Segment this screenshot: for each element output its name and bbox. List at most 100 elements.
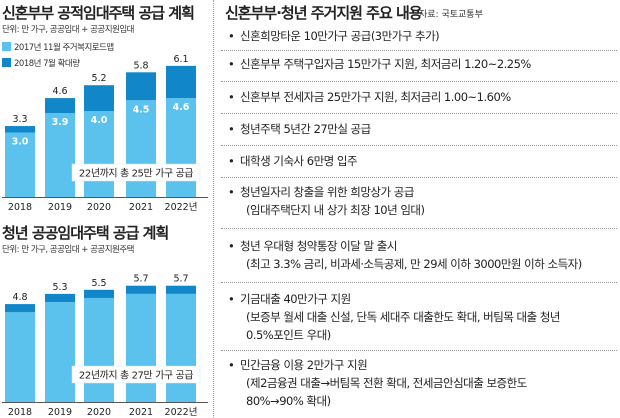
chart1-bar-top-0 — [5, 126, 35, 133]
chart1-legend-swatch-1 — [2, 42, 11, 51]
bullet-icon: • — [228, 292, 235, 306]
chart1-category-label-1: 2019 — [48, 202, 72, 213]
chart1-svg: 3.3 3.0 2018 4.6 3.9 2019 5.2 4.0 2020 5.8 4.5 2021… — [2, 54, 208, 213]
support-item-separator — [221, 282, 617, 283]
support-item-separator — [221, 50, 617, 51]
chart2-bar-top-2 — [84, 289, 114, 298]
chart1-category-label-0: 2018 — [8, 202, 32, 213]
chart1-category-label-3: 2021 — [129, 202, 153, 213]
chart1-bar-top-1 — [45, 98, 75, 114]
chart2-total-label-1: 5.3 — [52, 282, 67, 293]
chart2-total-label-0: 4.8 — [12, 292, 27, 303]
chart2-category-label-4: 2022년 — [165, 407, 198, 418]
chart1-unit-label: 단위: 만 가구, 공공임대 + 공공지원임대 — [2, 25, 135, 35]
support-item-1: • 신혼희망타운 10만가구 공급(3만가구 추가) — [226, 27, 614, 45]
chart1-bar-base-1 — [45, 113, 75, 197]
chart1-legend-label-2: 2018년 7월 확대량 — [14, 59, 80, 69]
chart2-category-label-2: 2020 — [87, 407, 111, 418]
support-item-detail-text: (최고 3.3% 금리, 비과세·소득공제, 만 29세 이하 3000만원 이… — [246, 257, 582, 271]
chart1-legend-swatch-2 — [2, 58, 11, 67]
chart1-inner-label-4: 4.6 — [173, 102, 190, 113]
bullet-icon: • — [228, 154, 235, 168]
chart2-bar-top-1 — [45, 293, 75, 303]
chart1-category-label-2: 2020 — [87, 202, 111, 213]
chart1-annotation-box — [71, 163, 201, 182]
chart2-svg: 4.8 2018 5.3 2019 5.5 2020 5.7 2021 5.7 2022년 22년까… — [2, 274, 208, 418]
chart1-total-label-4: 6.1 — [173, 54, 188, 65]
support-item-main-text: 청년 우대형 청약통장 이달 말 출시 — [240, 239, 397, 253]
support-item-detail-text: (보증부 월세 대출 신설, 단독 세대주 대출한도 확대, 버팀목 대출 청년 — [246, 310, 561, 324]
support-item-separator — [221, 228, 617, 229]
chart1-total-label-0: 3.3 — [12, 114, 27, 125]
support-item-separator — [221, 350, 617, 351]
support-item-5: • 대학생 기숙사 6만명 입주 — [226, 152, 614, 170]
support-item-main-text: 청년일자리 창출을 위한 희망상가 공급 — [240, 185, 414, 199]
chart2-total-label-4: 5.7 — [173, 274, 188, 285]
support-item-6: • 청년일자리 창출을 위한 희망상가 공급 (임대주택단지 내 상가 최장 10년… — [226, 183, 614, 219]
bullet-icon: • — [228, 185, 235, 199]
chart1-total-label-3: 5.8 — [133, 60, 148, 71]
chart2-total-label-3: 5.7 — [133, 274, 148, 285]
chart1-bar-top-3 — [126, 72, 156, 101]
support-item-8: • 기금대출 40만가구 지원 (보증부 월세 대출 신설, 단독 세대주 대출한도… — [226, 290, 614, 344]
support-item-detail-text: 80%→90% 확대) — [246, 394, 331, 408]
bullet-icon: • — [228, 57, 235, 71]
support-item-separator — [221, 177, 617, 178]
chart2-bar-base-1 — [45, 302, 75, 402]
chart2-bar-base-2 — [84, 297, 114, 402]
chart1-title: 신혼부부 공적임대주택 공급 계획 — [2, 4, 195, 22]
support-item-main-text: 민간금융 이용 2만가구 지원 — [240, 358, 368, 372]
chart2-annotation: 22년까지 총 27만 가구 공급 — [79, 370, 193, 382]
chart2-bar-base-0 — [5, 312, 35, 402]
support-item-separator — [221, 113, 617, 114]
chart1-bar-top-4 — [166, 65, 196, 99]
support-item-9: • 민간금융 이용 2만가구 지원 (제2금융권 대출→버팀목 전환 확대, 전세금… — [226, 356, 614, 410]
support-item-main-text: 신혼부부 전세자금 25만가구 지원, 최저금리 1.00~1.60% — [240, 90, 511, 104]
chart2-bar-base-3 — [126, 293, 156, 402]
support-item-7: • 청년 우대형 청약통장 이달 말 출시 (최고 3.3% 금리, 비과세·소득공… — [226, 237, 614, 273]
support-item-main-text: 대학생 기숙사 6만명 입주 — [240, 154, 358, 168]
chart2-title: 청년 공공임대주택 공급 계획 — [2, 224, 169, 242]
chart2-category-label-1: 2019 — [48, 407, 72, 418]
left-charts-column: 신혼부부 공적임대주택 공급 계획 단위: 만 가구, 공공임대 + 공공지원임… — [0, 0, 210, 418]
support-item-separator — [221, 81, 617, 82]
support-item-main-text: 신혼희망타운 10만가구 공급(3만가구 추가) — [240, 29, 440, 43]
column-divider — [213, 0, 214, 418]
bullet-icon: • — [228, 358, 235, 372]
chart1-bar-base-2 — [84, 111, 114, 197]
chart1-total-label-1: 4.6 — [52, 86, 67, 97]
chart1-inner-label-3: 4.5 — [133, 104, 150, 115]
support-item-main-text: 신혼부부 주택구입자금 15만가구 지원, 최저금리 1.20~2.25% — [240, 57, 531, 71]
bullet-icon: • — [228, 239, 235, 253]
chart2-category-label-3: 2021 — [129, 407, 153, 418]
bullet-icon: • — [228, 29, 235, 43]
chart1-category-label-4: 2022년 — [165, 202, 198, 213]
support-item-4: • 청년주택 5년간 27만실 공급 — [226, 120, 614, 138]
chart1-annotation: 22년까지 총 25만 가구 공급 — [79, 168, 193, 180]
bullet-icon: • — [228, 90, 235, 104]
chart2-annotation-box — [71, 365, 201, 384]
support-item-detail-text: (제2금융권 대출→버팀목 전환 확대, 전세금안심대출 보증한도 — [246, 376, 527, 390]
support-item-main-text: 청년주택 5년간 27만실 공급 — [240, 122, 371, 136]
support-panel: 신혼부부·청년 주거지원 주요 내용 자료: 국토교통부 • 신혼희망타운 10만… — [219, 0, 620, 418]
chart2-bar-base-4 — [166, 293, 196, 402]
support-item-detail-text: (임대주택단지 내 상가 최장 10년 임대) — [246, 203, 425, 217]
chart1-inner-label-0: 3.0 — [12, 137, 29, 148]
support-item-separator — [221, 145, 617, 146]
chart1-total-label-2: 5.2 — [91, 73, 106, 84]
chart1-legend-item-1: 2017년 11월 주거복지로드맵 — [2, 41, 114, 53]
bullet-icon: • — [228, 122, 235, 136]
chart1-inner-label-1: 3.9 — [52, 117, 69, 128]
support-title: 신혼부부·청년 주거지원 주요 내용 — [225, 4, 423, 22]
chart1-bar-top-2 — [84, 85, 114, 111]
chart1-inner-label-2: 4.0 — [91, 115, 108, 126]
chart2-unit-label: 단위: 만 가구, 공공임대 + 공공지원주택 — [2, 245, 135, 255]
chart2-total-label-2: 5.5 — [91, 278, 106, 289]
support-item-3: • 신혼부부 전세자금 25만가구 지원, 최저금리 1.00~1.60% — [226, 88, 614, 106]
support-item-main-text: 기금대출 40만가구 지원 — [240, 292, 351, 306]
chart1-legend-item-2: 2018년 7월 확대량 — [2, 57, 80, 69]
chart1-legend-label-1: 2017년 11월 주거복지로드맵 — [14, 43, 114, 53]
support-item-detail-text: 0.5%포인트 우대) — [246, 328, 331, 342]
chart2-bar-top-4 — [166, 285, 196, 294]
chart2-category-label-0: 2018 — [8, 407, 32, 418]
